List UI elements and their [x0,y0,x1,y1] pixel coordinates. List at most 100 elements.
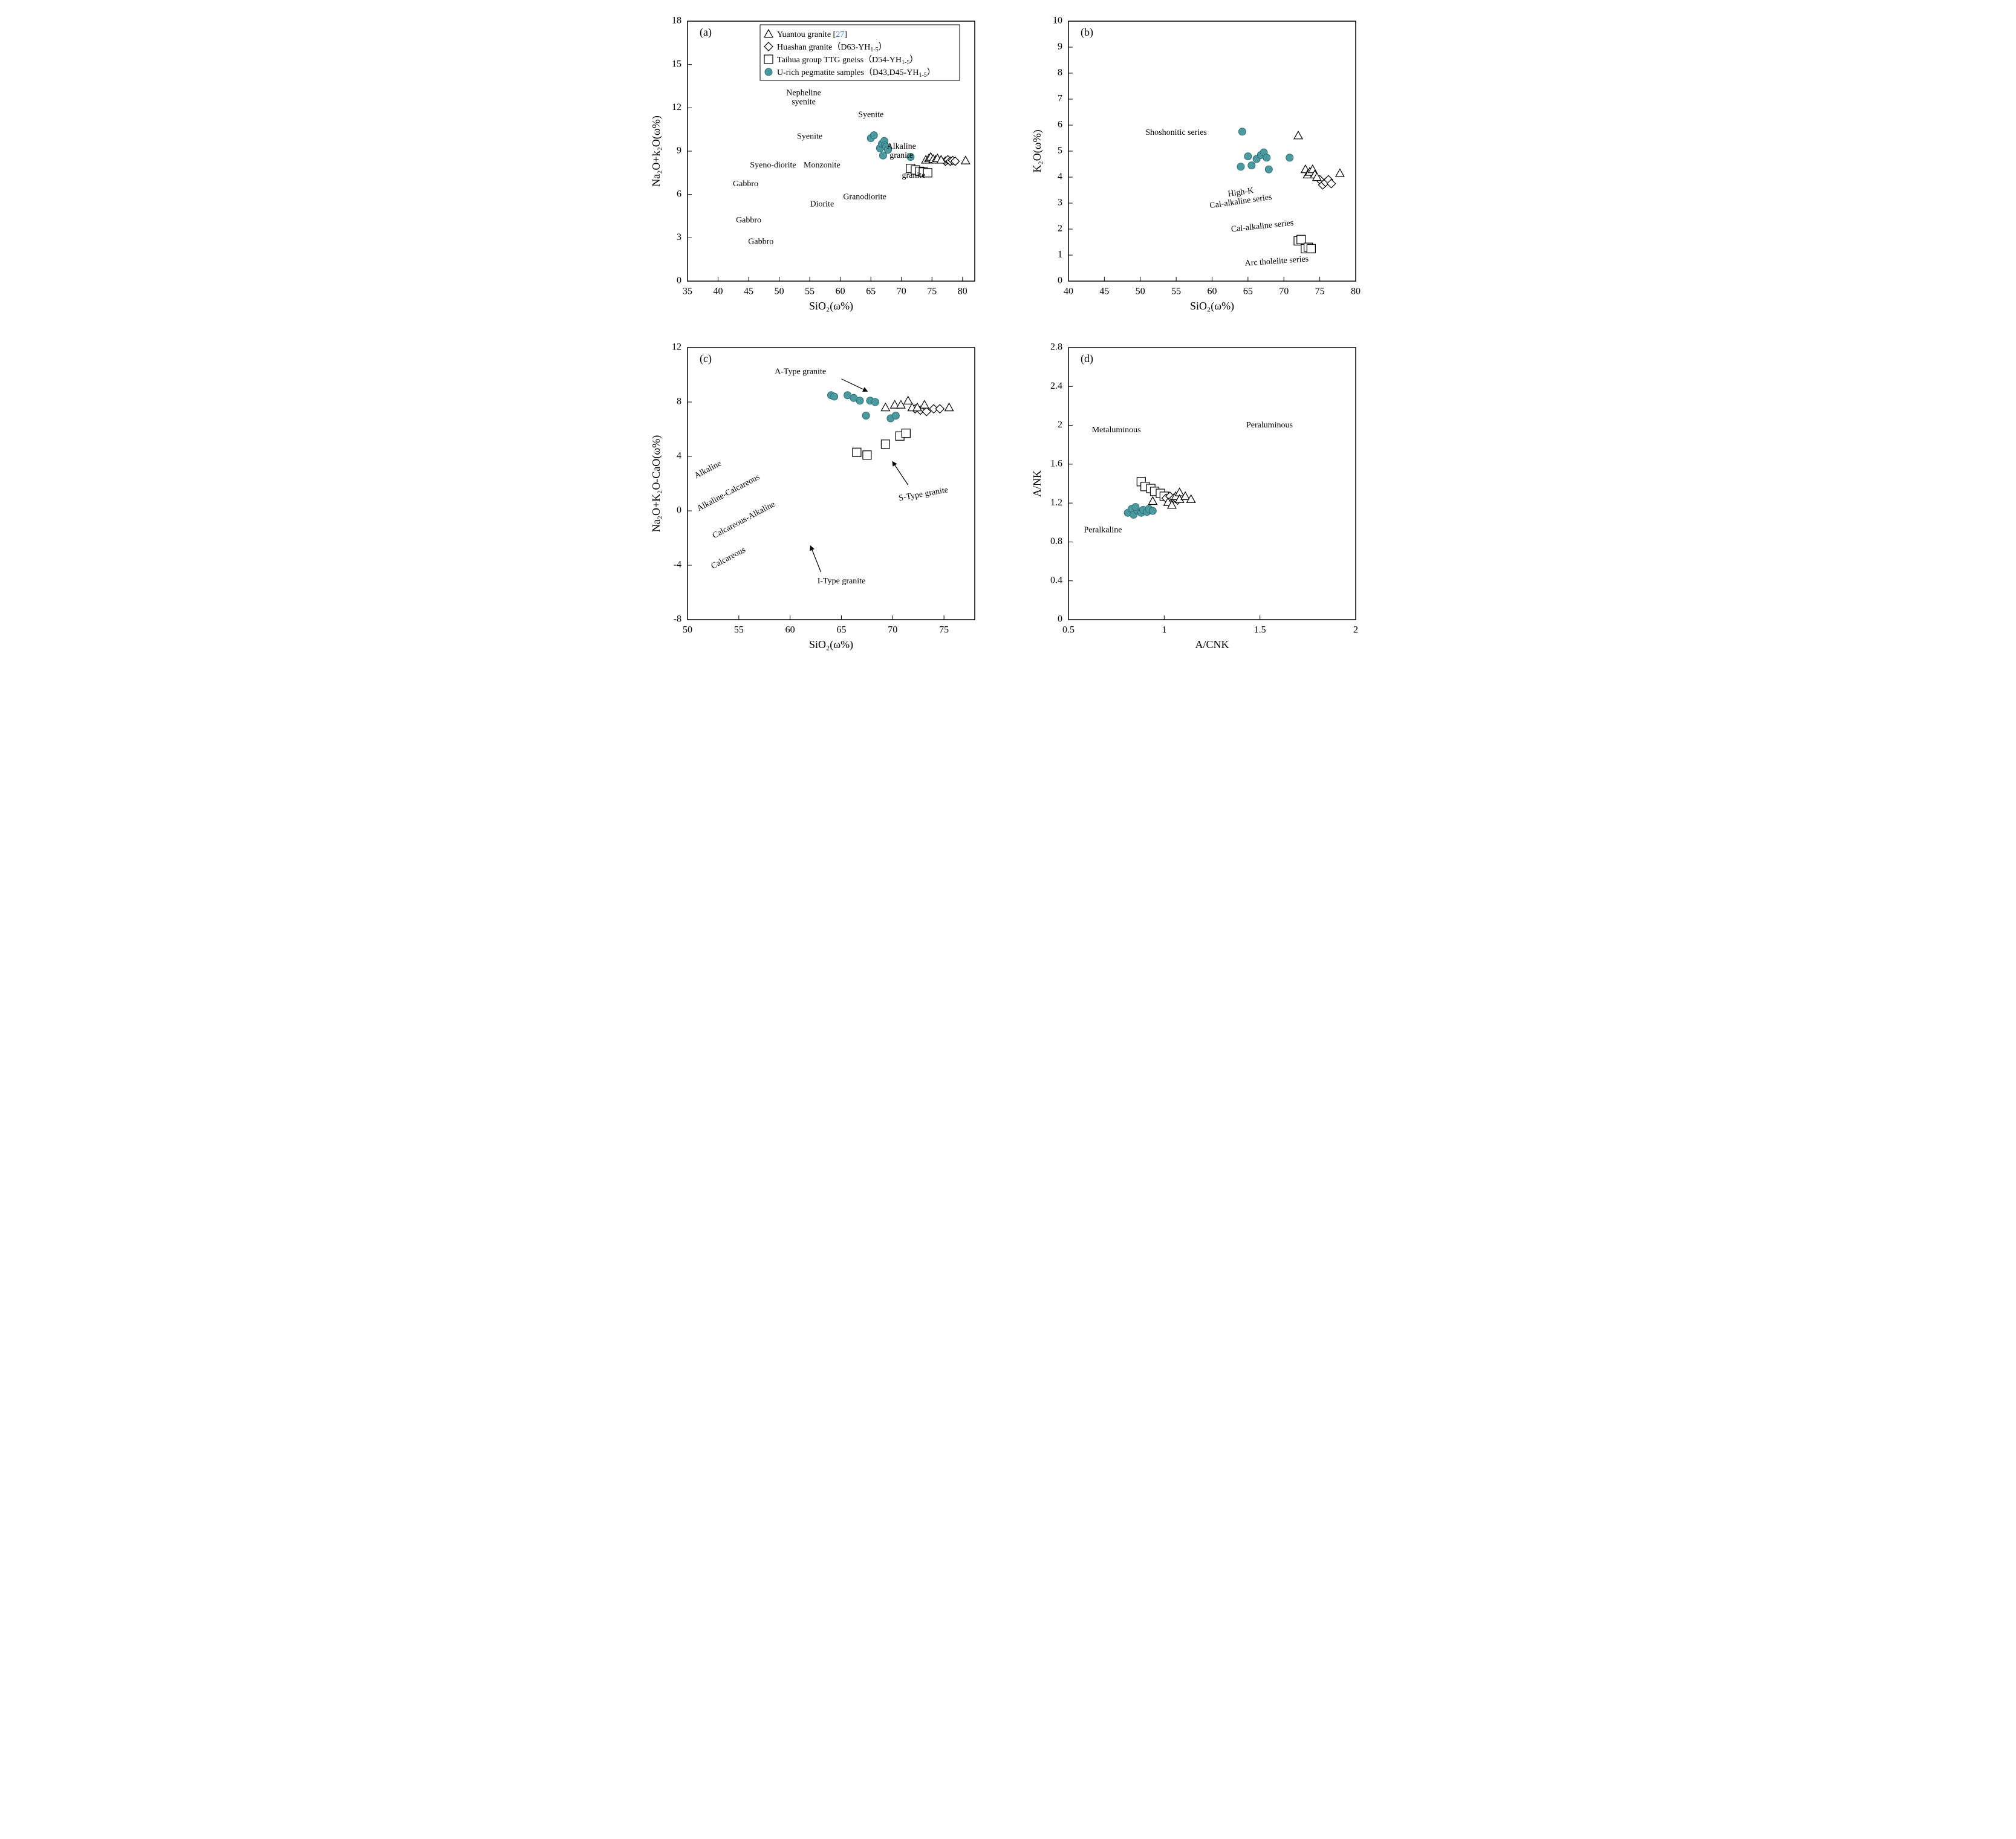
svg-text:0: 0 [1058,276,1062,286]
svg-text:Alkaline: Alkaline [887,142,916,151]
svg-text:1: 1 [1162,625,1166,635]
svg-text:55: 55 [734,625,744,635]
svg-text:I-Type granite: I-Type granite [818,577,865,586]
svg-text:0: 0 [677,505,681,516]
svg-text:2.8: 2.8 [1050,342,1062,352]
svg-text:3: 3 [1058,198,1062,208]
svg-text:75: 75 [1315,287,1325,297]
svg-text:Na₂O+K₂O-CaO(ω%): Na₂O+K₂O-CaO(ω%) [650,435,663,533]
svg-text:0: 0 [677,276,681,286]
svg-text:70: 70 [888,625,897,635]
svg-text:SiO₂(ω%): SiO₂(ω%) [809,300,853,313]
svg-text:65: 65 [836,625,846,635]
svg-text:12: 12 [672,102,681,112]
svg-text:granite: granite [902,171,925,180]
svg-text:50: 50 [1136,287,1145,297]
svg-text:35: 35 [683,287,692,297]
svg-text:Gabbro: Gabbro [736,216,761,225]
svg-text:Syenite: Syenite [797,132,822,141]
svg-text:12: 12 [672,342,681,352]
svg-text:K₂O(ω%): K₂O(ω%) [1031,129,1044,172]
svg-text:60: 60 [836,287,845,297]
svg-text:55: 55 [1171,287,1181,297]
svg-text:6: 6 [1058,120,1062,130]
svg-text:(d): (d) [1081,352,1093,365]
svg-text:granite: granite [889,151,913,160]
svg-text:50: 50 [775,287,784,297]
svg-text:40: 40 [1064,287,1073,297]
svg-text:Syeno-diorite: Syeno-diorite [750,161,796,170]
svg-text:65: 65 [1243,287,1253,297]
svg-text:15: 15 [672,59,681,69]
svg-text:7: 7 [1058,94,1062,104]
svg-text:8: 8 [677,397,681,407]
svg-text:1.5: 1.5 [1254,625,1266,635]
svg-text:4: 4 [677,451,681,461]
svg-text:Gabbro: Gabbro [748,238,773,247]
svg-text:1.2: 1.2 [1050,498,1062,508]
svg-text:Calcareous: Calcareous [710,545,747,571]
svg-text:SiO₂(ω%): SiO₂(ω%) [809,638,853,651]
svg-text:0.8: 0.8 [1050,536,1062,547]
svg-text:2: 2 [1058,224,1062,234]
svg-text:0.4: 0.4 [1050,575,1062,585]
svg-text:Diorite: Diorite [810,200,834,209]
svg-text:syenite: syenite [792,98,816,107]
svg-text:Gabbro: Gabbro [733,180,758,189]
svg-text:70: 70 [897,287,906,297]
svg-text:10: 10 [1053,16,1062,26]
svg-text:Yuantou granite [27]: Yuantou granite [27] [777,30,847,39]
svg-text:Monzonite: Monzonite [804,161,841,170]
svg-text:Nepheline: Nepheline [786,89,821,98]
svg-text:-8: -8 [674,614,681,624]
svg-text:U-rich pegmatite samples（D43,D: U-rich pegmatite samples（D43,D45-YH1-5） [777,68,935,79]
svg-text:(b): (b) [1081,26,1093,39]
svg-text:65: 65 [866,287,876,297]
svg-text:Alkaline-Calcareous: Alkaline-Calcareous [695,473,761,513]
svg-text:45: 45 [1099,287,1109,297]
svg-text:60: 60 [1208,287,1217,297]
svg-text:80: 80 [958,287,967,297]
svg-text:40: 40 [714,287,723,297]
svg-text:4: 4 [1058,172,1062,182]
svg-text:A-Type granite: A-Type granite [775,368,826,377]
svg-text:A/CNK: A/CNK [1195,638,1229,650]
svg-text:80: 80 [1351,287,1361,297]
svg-text:75: 75 [939,625,949,635]
svg-text:3: 3 [677,232,681,242]
svg-text:Arc tholeiite series: Arc tholeiite series [1244,255,1309,268]
svg-text:5: 5 [1058,146,1062,156]
svg-text:1.6: 1.6 [1050,459,1062,469]
svg-text:60: 60 [785,625,795,635]
svg-text:0.5: 0.5 [1062,625,1075,635]
svg-text:Metaluminous: Metaluminous [1092,426,1141,435]
svg-text:(a): (a) [700,26,712,39]
svg-text:50: 50 [683,625,692,635]
svg-text:Taihua group TTG gneiss（D54-YH: Taihua group TTG gneiss（D54-YH1-5） [777,55,918,66]
svg-text:Peraluminous: Peraluminous [1246,421,1293,430]
svg-text:1: 1 [1058,250,1062,260]
svg-text:SiO₂(ω%): SiO₂(ω%) [1190,300,1234,313]
svg-text:6: 6 [677,189,681,199]
svg-text:(c): (c) [700,352,712,365]
svg-text:0: 0 [1058,614,1062,624]
svg-text:2: 2 [1353,625,1358,635]
svg-text:Alkaline: Alkaline [693,459,723,481]
svg-text:2: 2 [1058,420,1062,430]
svg-text:8: 8 [1058,68,1062,78]
svg-text:Shoshonitic series: Shoshonitic series [1145,128,1207,137]
svg-text:45: 45 [744,287,753,297]
svg-text:Peralkaline: Peralkaline [1084,525,1122,534]
svg-text:Granodiorite: Granodiorite [843,193,886,202]
svg-text:-4: -4 [674,560,681,570]
svg-text:75: 75 [927,287,937,297]
svg-text:2.4: 2.4 [1050,381,1062,391]
svg-text:9: 9 [1058,42,1062,52]
svg-text:18: 18 [672,16,681,26]
svg-text:Na₂O+k₂O(ω%): Na₂O+k₂O(ω%) [650,115,663,187]
svg-text:70: 70 [1279,287,1289,297]
svg-text:Cal-alkaline series: Cal-alkaline series [1231,219,1294,235]
svg-text:Syenite: Syenite [858,110,883,119]
svg-text:55: 55 [805,287,815,297]
svg-text:A/NK: A/NK [1031,470,1043,497]
